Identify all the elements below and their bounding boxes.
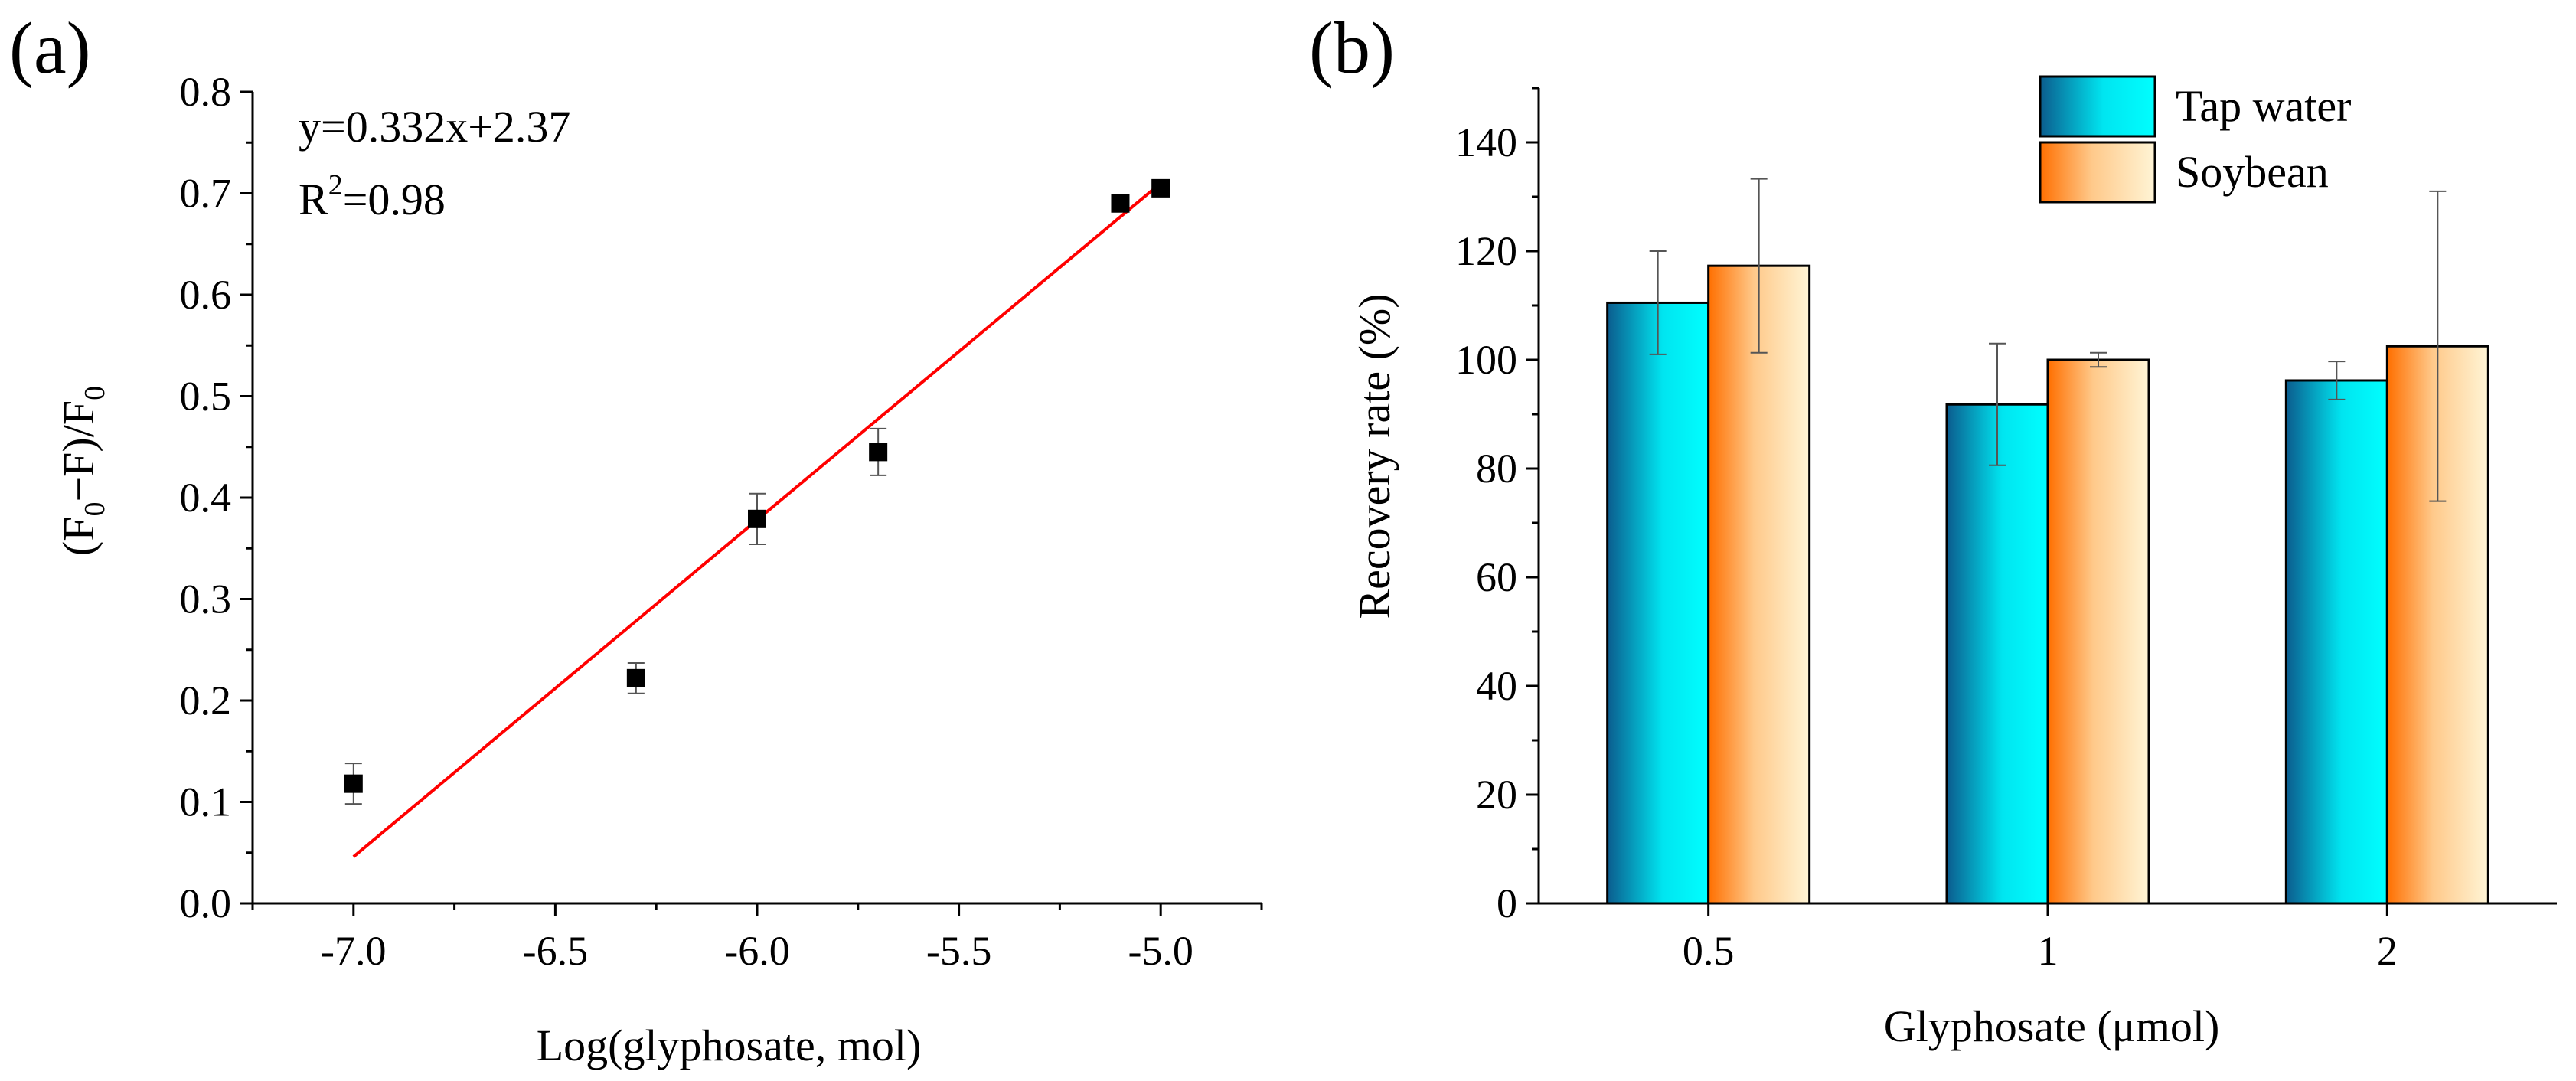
legend-swatch-tap-water	[2039, 75, 2156, 138]
panel-label-b: (b)	[1309, 7, 1395, 89]
x-axis-label-b: Glyphosate (μmol)	[1884, 1001, 2220, 1051]
legend-label-soybean: Soybean	[2176, 147, 2329, 197]
y-axis-label-a: (F0−F)/F0	[54, 386, 111, 556]
bar-panel: (b) 0 20 40 60 80 100 120 140 0.5 1 2 Recovery ra…	[1309, 7, 2557, 1051]
y-tick-label-a: 0.8	[180, 69, 232, 115]
x-tick-label-b: 2	[2377, 928, 2398, 974]
bar	[2284, 379, 2388, 905]
y-tick-label-b: 0	[1497, 880, 1517, 926]
bar	[2046, 358, 2150, 905]
r-squared-label: R2=0.98	[299, 169, 446, 224]
y-tick-label-b: 60	[1476, 554, 1517, 600]
bar	[1606, 301, 1710, 905]
y-tick-label-b: 20	[1476, 772, 1517, 818]
y-tick-label-a: 0.1	[180, 779, 232, 825]
legend-swatch-soybean	[2039, 141, 2156, 204]
y-tick-label-a: 0.0	[180, 880, 232, 926]
x-axis-label-a: Log(glyphosate, mol)	[537, 1021, 922, 1070]
legend-label-tap-water: Tap water	[2176, 81, 2351, 131]
y-tick-label-a: 0.7	[180, 171, 232, 217]
bar	[1707, 264, 1811, 905]
x-tick-label-b: 0.5	[1683, 928, 1735, 974]
x-tick-label-a: -7.0	[321, 928, 386, 974]
bar	[1945, 403, 2049, 905]
y-tick-label-a: 0.4	[180, 475, 232, 521]
x-tick-label-a: -6.5	[523, 928, 588, 974]
fit-equation: y=0.332x+2.37	[299, 102, 570, 152]
data-point	[869, 443, 888, 462]
y-axis-label-b: Recovery rate (%)	[1350, 293, 1399, 619]
y-tick-label-b: 40	[1476, 663, 1517, 709]
y-tick-label-b: 80	[1476, 446, 1517, 492]
y-tick-label-b: 140	[1455, 119, 1517, 165]
y-tick-label-b: 120	[1455, 228, 1517, 274]
scatter-panel: (a) 0.0 0.1 0.2 0.3 0.4 0.5 0.6 0.7 0.8 -7.0 -6.5…	[9, 7, 1263, 1070]
y-tick-label-b: 100	[1455, 337, 1517, 383]
data-point	[1151, 178, 1170, 198]
x-tick-label-a: -5.5	[926, 928, 991, 974]
legend: Tap water Soybean	[2039, 75, 2351, 204]
x-tick-label-b: 1	[2038, 928, 2059, 974]
data-point	[748, 509, 766, 528]
data-point	[1111, 194, 1130, 213]
y-tick-label-a: 0.2	[180, 678, 232, 723]
y-tick-label-a: 0.3	[180, 576, 232, 622]
y-tick-label-a: 0.5	[180, 374, 232, 420]
panel-label-a: (a)	[9, 7, 91, 89]
x-tick-label-a: -5.0	[1128, 928, 1193, 974]
x-tick-label-a: -6.0	[724, 928, 789, 974]
data-point	[626, 668, 645, 687]
y-tick-label-a: 0.6	[180, 272, 232, 318]
data-point	[344, 774, 363, 793]
